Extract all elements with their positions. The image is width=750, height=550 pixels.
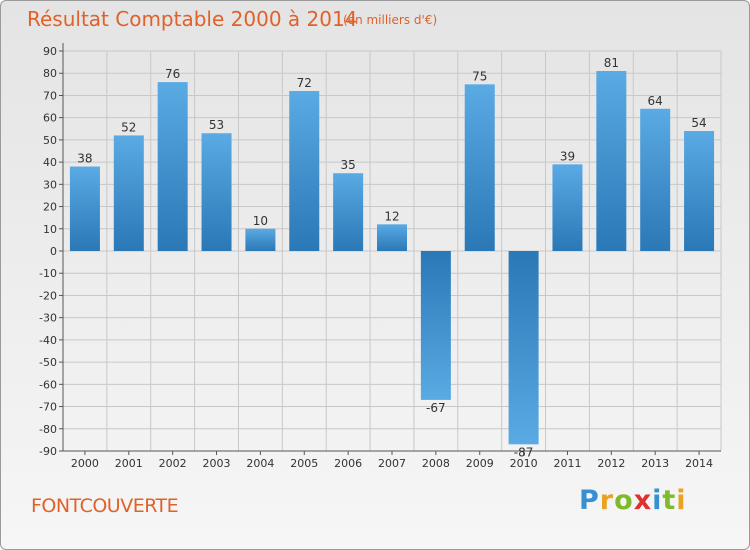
y-tick-label: -50	[39, 356, 57, 369]
data-label: 10	[253, 214, 268, 228]
y-tick-label: -70	[39, 401, 57, 414]
bar	[333, 173, 364, 251]
y-tick-label: -90	[39, 445, 57, 458]
y-tick-label: 20	[43, 201, 57, 214]
y-tick-label: 70	[43, 89, 57, 102]
bar	[69, 166, 100, 251]
logo-letter: o	[614, 485, 634, 516]
x-tick-label: 2008	[422, 457, 450, 470]
logo-letter: i	[652, 485, 663, 516]
bar	[640, 108, 671, 252]
y-tick-label: 30	[43, 178, 57, 191]
bars	[69, 71, 715, 445]
axes: 9080706050403020100-10-20-30-40-50-60-70…	[39, 43, 721, 470]
logo-letter: t	[662, 485, 677, 516]
logo-letter: i	[676, 485, 687, 516]
commune-name: FONTCOUVERTE	[31, 495, 179, 517]
x-tick-label: 2005	[290, 457, 318, 470]
y-tick-label: -40	[39, 334, 57, 347]
x-tick-label: 2013	[641, 457, 669, 470]
bar	[157, 82, 188, 251]
x-tick-label: 2010	[510, 457, 538, 470]
bar	[420, 251, 451, 400]
x-tick-label: 2011	[553, 457, 581, 470]
bar	[684, 131, 715, 251]
bar	[289, 91, 320, 251]
bar	[201, 133, 232, 251]
logo-letter: r	[599, 485, 615, 516]
data-label: 53	[209, 118, 224, 132]
logo-letter: P	[579, 485, 600, 516]
x-tick-label: 2004	[246, 457, 274, 470]
bar	[552, 164, 583, 251]
y-tick-label: 60	[43, 112, 57, 125]
data-label: 64	[648, 94, 663, 108]
y-tick-label: -20	[39, 289, 57, 302]
data-label: 35	[340, 158, 355, 172]
bar	[245, 228, 276, 251]
chart-unit: (en milliers d'€)	[343, 13, 438, 27]
x-tick-label: 2003	[203, 457, 231, 470]
x-tick-label: 2009	[466, 457, 494, 470]
data-label: 52	[121, 120, 136, 134]
x-tick-label: 2000	[71, 457, 99, 470]
bar	[508, 251, 539, 445]
x-tick-label: 2007	[378, 457, 406, 470]
y-tick-label: 40	[43, 156, 57, 169]
data-label: 81	[604, 56, 619, 70]
y-tick-label: -60	[39, 378, 57, 391]
y-tick-label: 80	[43, 67, 57, 80]
chart-title: Résultat Comptable 2000 à 2014	[27, 7, 358, 31]
bar	[596, 71, 627, 251]
data-label: 12	[384, 209, 399, 223]
bar	[464, 84, 495, 251]
data-label: -67	[426, 401, 446, 415]
data-labels: 38 52 76 53 10 72 35 12 -67 75 -87 39 81 64 54	[77, 56, 706, 459]
y-tick-label: 0	[50, 245, 57, 258]
bar	[377, 224, 407, 251]
y-tick-label: 10	[43, 223, 57, 236]
x-tick-label: 2002	[159, 457, 187, 470]
data-label: 38	[77, 152, 92, 166]
data-label: 76	[165, 67, 180, 81]
x-tick-label: 2001	[115, 457, 143, 470]
y-tick-label: 50	[43, 134, 57, 147]
y-tick-label: 90	[43, 45, 57, 58]
bar	[113, 135, 144, 251]
data-label: -87	[514, 445, 534, 459]
x-tick-label: 2012	[597, 457, 625, 470]
y-tick-label: -10	[39, 267, 57, 280]
x-tick-label: 2006	[334, 457, 362, 470]
logo-letter: x	[633, 485, 653, 516]
data-label: 39	[560, 149, 575, 163]
x-tick-label: 2014	[685, 457, 713, 470]
data-label: 54	[691, 116, 706, 130]
y-tick-label: -80	[39, 423, 57, 436]
y-tick-label: -30	[39, 312, 57, 325]
data-label: 75	[472, 69, 487, 83]
data-label: 72	[297, 76, 312, 90]
proxiti-logo[interactable]: Proxiti	[579, 485, 687, 516]
